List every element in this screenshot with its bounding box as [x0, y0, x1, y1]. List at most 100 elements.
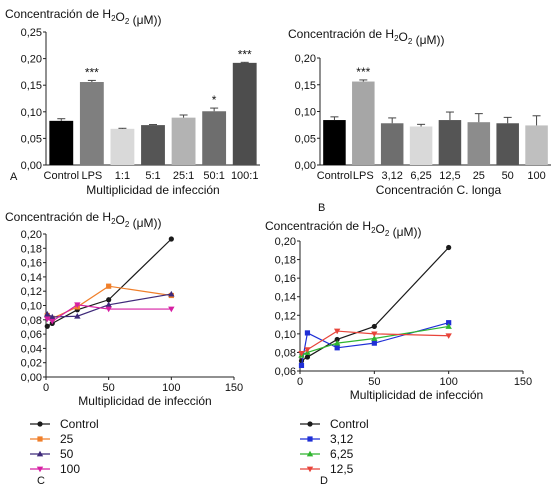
bar: [352, 81, 375, 165]
x-tick-label: 6,25: [410, 170, 431, 182]
data-point: [36, 450, 44, 457]
data-point: [445, 323, 452, 329]
data-point: [304, 354, 311, 360]
y-tick-label: 0,18: [21, 243, 42, 255]
chart-title: Concentración de H2O2 (μM)): [265, 219, 422, 239]
data-point: [168, 306, 175, 313]
data-point: [371, 340, 377, 346]
series-2: 50: [30, 290, 175, 461]
chart-panel-C: Concentración de H2O2 (μM)) C 0,00 0,02 0,04…: [5, 210, 243, 487]
y-tick-label: 0,00: [21, 372, 42, 384]
data-point: [106, 297, 112, 303]
x-tick-label: Control: [44, 170, 79, 182]
data-point: [445, 333, 452, 339]
data-point: [371, 335, 378, 341]
bar: [438, 120, 462, 165]
chart-title: Concentración de H2O2 (μM)): [288, 27, 445, 47]
data-point: [44, 310, 51, 317]
y-tick-label: 0,10: [295, 107, 316, 119]
y-tick-label: 0,06: [21, 329, 42, 341]
bar: [202, 111, 227, 165]
x-tick-label: 1:1: [115, 170, 130, 182]
x-tick-label: 50: [103, 382, 115, 394]
chart-panel-D: Concentración de H2O2 (μM)) D 0,06 0,08 0,10…: [265, 219, 532, 487]
legend-label: 6,25: [330, 447, 354, 461]
x-tick-label: 100: [162, 382, 180, 394]
y-tick-label: 0,20: [21, 54, 42, 66]
y-tick-label: 0,18: [275, 255, 296, 267]
x-tick-label: 50: [502, 170, 514, 182]
x-axis-title: Multiplicidad de infección: [86, 183, 219, 197]
x-tick-label: 3,12: [381, 170, 402, 182]
data-point: [36, 466, 44, 473]
chart-panel-A: Concentración de H2O2 (μM)) A0,00 0,05 0,10…: [5, 7, 260, 197]
x-axis-title: Multiplicidad de infección: [78, 394, 211, 408]
y-tick-label: 0,02: [21, 358, 42, 370]
data-point: [44, 316, 51, 323]
legend-label: 3,12: [330, 432, 354, 446]
x-tick-label: 0: [43, 382, 49, 394]
data-point: [74, 302, 81, 308]
panel-letter: B: [318, 202, 325, 214]
x-tick-label: 100: [439, 376, 457, 388]
data-point: [446, 244, 452, 251]
y-tick-label: 0,20: [295, 53, 316, 65]
x-tick-label: LPS: [81, 170, 102, 182]
data-point: [304, 330, 311, 336]
bar: [409, 126, 433, 165]
y-tick-label: 0,14: [275, 292, 296, 304]
y-tick-label: 0,16: [21, 258, 42, 270]
chart-title: Concentración de H2O2 (μM)): [5, 7, 162, 27]
data-point: [306, 450, 314, 457]
y-tick-label: 0,20: [275, 236, 296, 248]
panel-letter: A: [10, 171, 18, 183]
significance-label: ***: [356, 65, 370, 79]
chart-panel-B: Concentración de H2O2 (μM)) B 0,00 0,05 0,10…: [288, 27, 551, 214]
y-tick-label: 0,08: [275, 347, 296, 359]
x-tick-label: 150: [225, 382, 243, 394]
data-point: [298, 350, 305, 357]
y-tick-label: 0,00: [295, 160, 316, 172]
x-tick-label: 50: [368, 376, 380, 388]
legend-label: Control: [330, 417, 369, 431]
chart-title: Concentración de H2O2 (μM)): [5, 210, 162, 230]
x-tick-label: 5:1: [145, 170, 160, 182]
data-point: [333, 328, 341, 335]
data-point: [49, 318, 56, 325]
x-tick-label: 25:1: [173, 170, 194, 182]
bar: [323, 120, 346, 165]
y-tick-label: 0,00: [21, 160, 42, 172]
bar: [232, 62, 257, 165]
bar: [525, 125, 548, 165]
data-point: [334, 336, 340, 343]
legend-label: Control: [60, 417, 99, 431]
data-point: [37, 421, 43, 427]
data-point: [105, 301, 112, 308]
data-point: [168, 236, 174, 242]
data-point: [307, 421, 313, 427]
x-axis-title: Multiplicidad de infección: [350, 388, 483, 402]
y-tick-label: 0,05: [21, 133, 42, 145]
data-point: [44, 323, 50, 329]
bar: [171, 117, 196, 165]
series-line: [46, 238, 172, 327]
significance-label: *: [212, 93, 217, 107]
data-point: [105, 306, 112, 313]
x-tick-label: 150: [514, 376, 532, 388]
x-tick-label: Control: [317, 170, 352, 182]
legend-label: 100: [60, 462, 80, 476]
y-tick-label: 0,08: [21, 315, 42, 327]
x-tick-label: 12,5: [439, 170, 460, 182]
significance-label: ***: [85, 65, 99, 79]
series-3: 12,5: [298, 328, 452, 476]
series-1: 3,12: [298, 320, 452, 446]
y-tick-label: 0,14: [21, 272, 42, 284]
data-point: [333, 339, 341, 346]
bar: [380, 123, 404, 165]
y-tick-label: 0,05: [295, 133, 316, 145]
data-point: [168, 290, 175, 297]
data-point: [307, 436, 313, 442]
data-point: [298, 362, 305, 369]
data-point: [446, 320, 452, 326]
